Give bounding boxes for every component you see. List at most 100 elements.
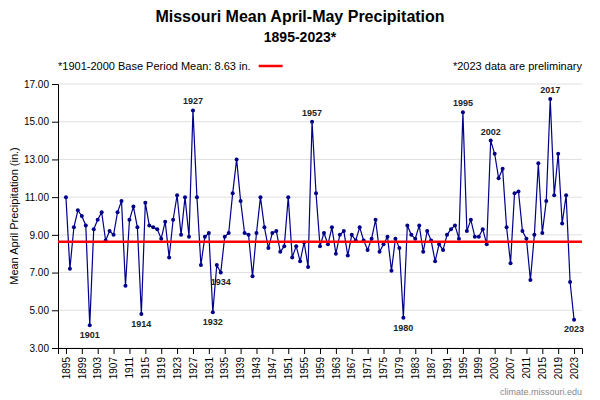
series-line xyxy=(66,99,574,325)
tick-mark xyxy=(52,235,58,236)
tick-mark xyxy=(272,348,273,354)
annotation: 2023 xyxy=(564,324,584,334)
x-axis: 1895189919031907191119151919192319271931… xyxy=(59,348,583,379)
point xyxy=(290,255,294,259)
point xyxy=(151,225,155,229)
tick-mark xyxy=(495,348,496,354)
point xyxy=(350,233,354,237)
x-tick: 1903 xyxy=(92,348,103,379)
point xyxy=(473,235,477,239)
tick-label: 1919 xyxy=(156,357,167,380)
point xyxy=(64,195,68,199)
tick-mark xyxy=(511,348,512,354)
point xyxy=(536,161,540,165)
point xyxy=(306,265,310,269)
y-tick: 15.00 xyxy=(24,116,58,127)
y-tick: 5.00 xyxy=(30,305,58,316)
point xyxy=(191,108,195,112)
x-tick: 1979 xyxy=(394,348,405,379)
tick-mark xyxy=(98,348,99,354)
tick-mark xyxy=(52,122,58,123)
point xyxy=(231,191,235,195)
annotation: 1980 xyxy=(393,323,413,333)
point xyxy=(449,227,453,231)
tick-label: 1991 xyxy=(442,357,453,380)
tick-label: 1899 xyxy=(77,357,88,380)
point xyxy=(544,199,548,203)
point xyxy=(179,233,183,237)
tick-mark xyxy=(415,348,416,354)
x-tick: 1931 xyxy=(204,348,215,379)
point xyxy=(211,310,215,314)
y-axis-label: Mean April Precipitation (in.) xyxy=(8,147,20,285)
point xyxy=(187,235,191,239)
point xyxy=(564,193,568,197)
point xyxy=(207,231,211,235)
tick-label: 1915 xyxy=(140,357,151,380)
y-tick: 9.00 xyxy=(30,230,58,241)
point xyxy=(223,235,227,239)
point xyxy=(469,218,473,222)
point xyxy=(175,193,179,197)
point xyxy=(227,231,231,235)
tick-mark xyxy=(288,348,289,354)
legend-label: *1901-2000 Base Period Mean: 8.63 in. xyxy=(58,60,251,72)
point xyxy=(251,274,255,278)
tick-mark xyxy=(66,348,67,354)
point xyxy=(76,208,80,212)
x-tick: 1991 xyxy=(442,348,453,379)
tick-label: 1927 xyxy=(188,357,199,380)
point xyxy=(358,225,362,229)
x-tick: 1919 xyxy=(156,348,167,379)
point xyxy=(294,244,298,248)
annotation: 2017 xyxy=(540,85,560,95)
tick-label: 5.00 xyxy=(30,305,50,316)
tick-label: 1911 xyxy=(124,357,135,379)
y-tick: 3.00 xyxy=(30,343,58,354)
tick-label: 1971 xyxy=(362,357,373,380)
subtitle: 1895-2023* xyxy=(264,29,337,45)
point xyxy=(477,235,481,239)
point xyxy=(413,237,417,241)
tick-label: 1959 xyxy=(315,357,326,380)
point xyxy=(143,201,147,205)
x-tick: 1951 xyxy=(283,348,294,379)
tick-label: 2023 xyxy=(569,357,580,380)
x-tick: 1955 xyxy=(299,348,310,379)
x-tick: 2023 xyxy=(569,348,580,379)
tick-label: 1947 xyxy=(267,357,278,380)
point xyxy=(195,195,199,199)
tick-label: 1955 xyxy=(299,357,310,380)
point xyxy=(385,235,389,239)
point xyxy=(203,235,207,239)
point xyxy=(552,193,556,197)
tick-label: 13.00 xyxy=(24,154,49,165)
point xyxy=(393,237,397,241)
x-tick: 2019 xyxy=(553,348,564,379)
point xyxy=(322,231,326,235)
tick-label: 3.00 xyxy=(30,343,50,354)
x-tick: 1915 xyxy=(140,348,151,379)
point xyxy=(378,250,382,254)
annotation: 1932 xyxy=(203,317,223,327)
x-tick: 1995 xyxy=(458,348,469,379)
point xyxy=(314,191,318,195)
point xyxy=(167,255,171,259)
point xyxy=(96,218,100,222)
point xyxy=(239,199,243,203)
point xyxy=(155,227,159,231)
point xyxy=(298,259,302,263)
tick-label: 1999 xyxy=(473,357,484,380)
tick-mark xyxy=(241,348,242,354)
tick-mark xyxy=(558,348,559,354)
point xyxy=(254,231,258,235)
tick-mark xyxy=(526,348,527,354)
point xyxy=(401,316,405,320)
point xyxy=(516,189,520,193)
annotation: 1995 xyxy=(453,98,473,108)
point xyxy=(258,195,262,199)
plot-area: 1895189919031907191119151919192319271931… xyxy=(24,79,584,380)
point xyxy=(80,214,84,218)
point xyxy=(342,229,346,233)
tick-label: 2003 xyxy=(489,357,500,380)
